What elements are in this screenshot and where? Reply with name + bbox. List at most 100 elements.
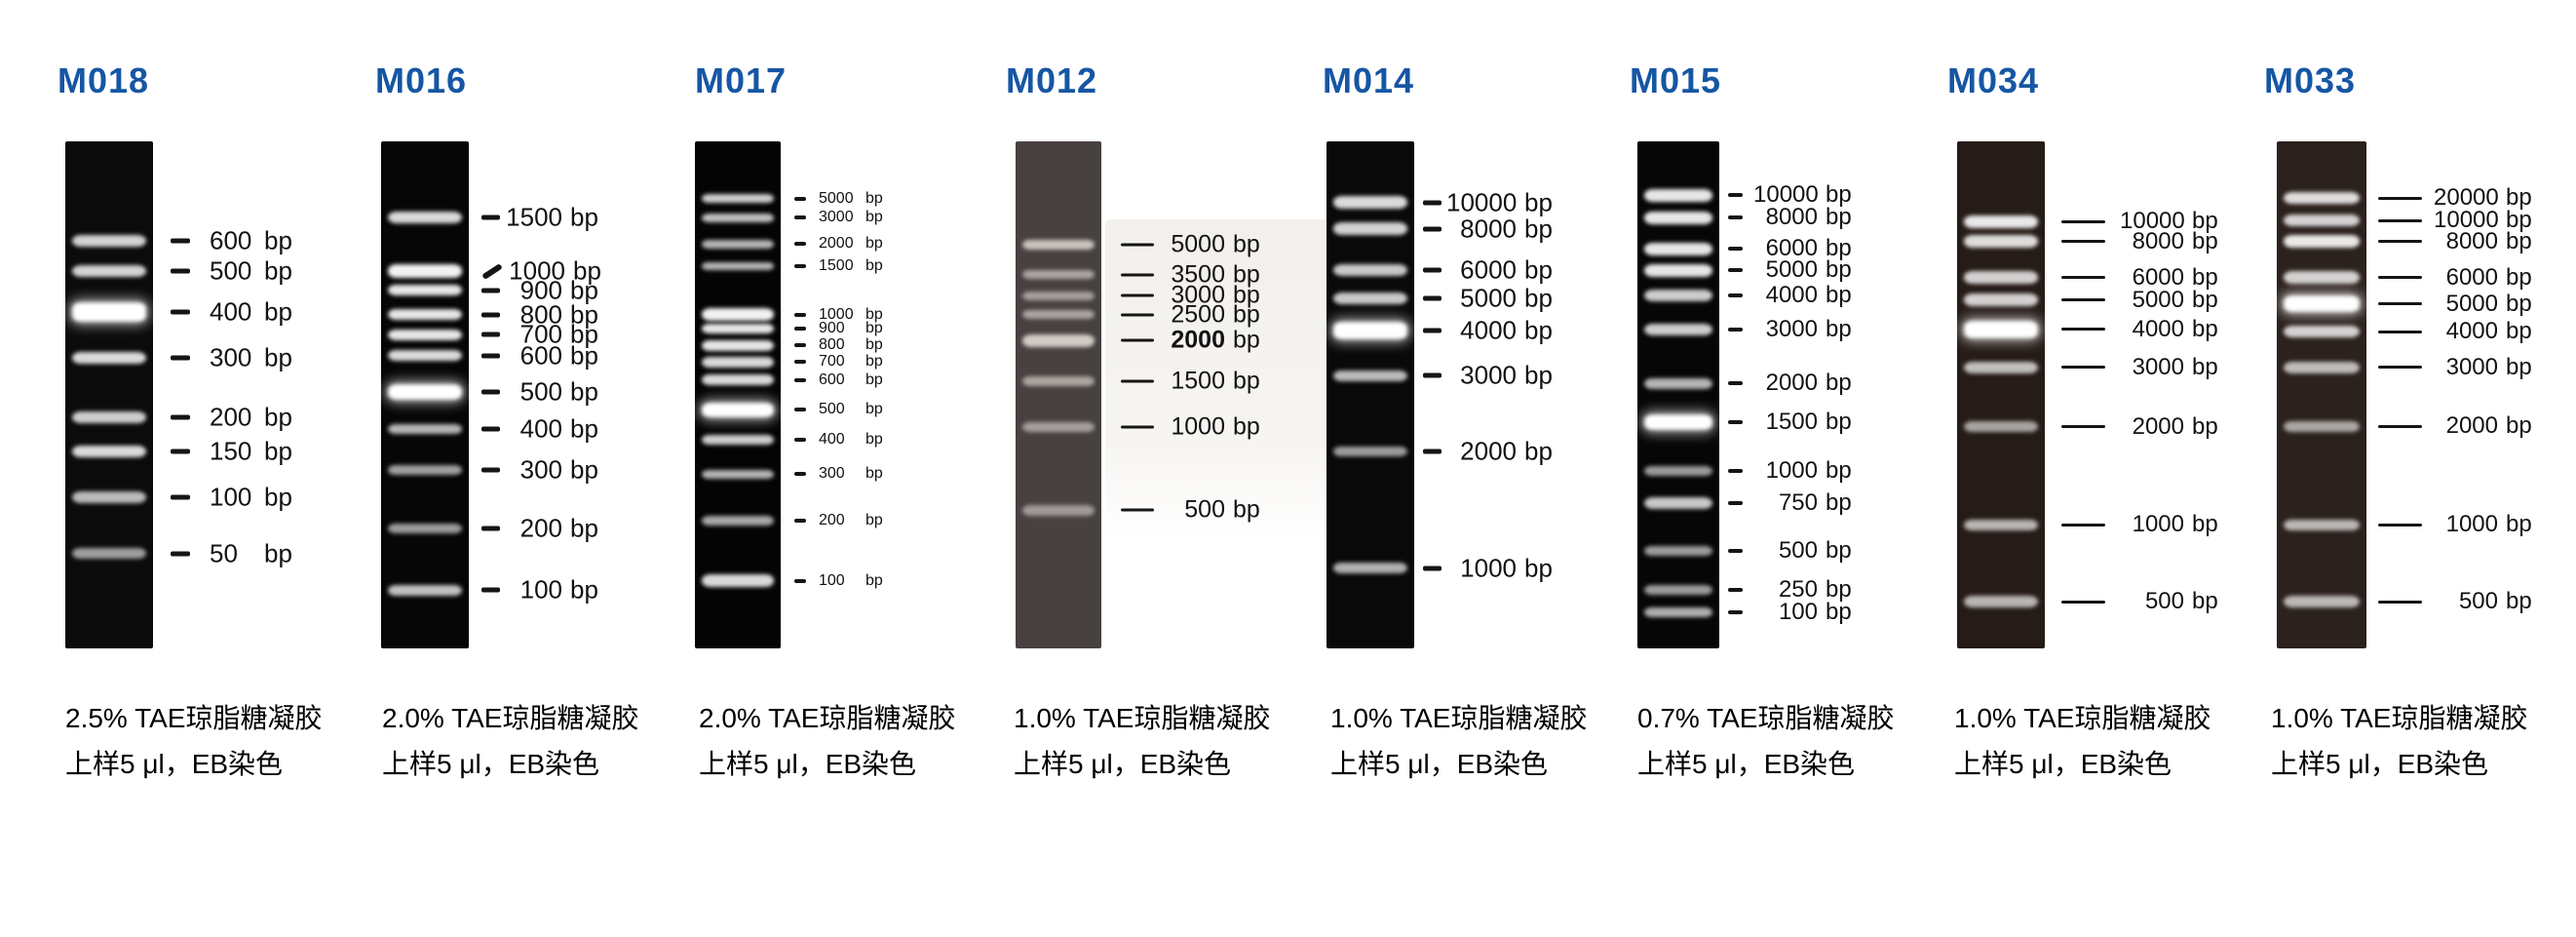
band-label: 1000 bp: [1121, 412, 1260, 441]
ladder-id-title: M033: [2264, 60, 2357, 100]
tick-mark: [171, 414, 190, 420]
tick-mark: [1423, 449, 1442, 454]
band-label: 5000 bp: [2061, 287, 2218, 314]
tick-mark: [2061, 600, 2105, 604]
band-size: 500: [2144, 588, 2184, 615]
band-unit: bp: [570, 340, 598, 371]
caption-loading: 上样5 μl，EB染色: [382, 749, 600, 779]
band-size: 5000: [819, 189, 854, 207]
tick-mark: [2378, 196, 2422, 200]
band-label: 1000 bp: [1728, 457, 1852, 485]
band-size: 500: [1778, 537, 1818, 565]
tick-mark: [2061, 219, 2105, 223]
dna-band: [1964, 215, 2038, 228]
band-label: 500 bp: [1121, 496, 1260, 525]
band-unit: bp: [2192, 315, 2218, 342]
band-label: 5000 bp: [2378, 291, 2532, 318]
band-label: 400 bp: [481, 413, 598, 444]
band-size: 6000: [2445, 263, 2498, 291]
caption-loading: 上样5 μl，EB染色: [699, 749, 917, 779]
tick-mark: [171, 268, 190, 274]
ladder-column: M018 600 bp 500 bp 400 bp 300 bp 200 bp 150 bp 100 bp…: [54, 0, 371, 937]
band-unit: bp: [1826, 256, 1852, 284]
band-size: 6000: [1765, 235, 1818, 262]
dna-band: [1964, 361, 2038, 373]
tick-mark: [481, 312, 500, 318]
dna-band: [1964, 271, 2038, 285]
dna-band: [702, 402, 774, 417]
band-label: 300 bp: [794, 465, 883, 483]
band-size: 400: [210, 296, 252, 327]
tick-mark: [171, 551, 190, 557]
band-label: 20000 bp: [2378, 184, 2532, 212]
dna-band: [72, 410, 146, 423]
band-label: 10000 bp: [1728, 181, 1852, 209]
gel-lane-image: [695, 141, 781, 648]
band-size: 900: [819, 319, 845, 336]
band-label: 8000 bp: [2378, 228, 2532, 255]
band-label: 10000 bp: [2061, 208, 2218, 235]
tick-mark: [2378, 330, 2422, 333]
ladder-id-title: M017: [695, 60, 788, 100]
tick-mark: [1728, 215, 1743, 219]
tick-mark: [1121, 243, 1154, 247]
tick-mark: [1423, 566, 1442, 571]
band-label: 2000 bp: [1423, 437, 1553, 467]
caption-loading: 上样5 μl，EB染色: [1330, 749, 1549, 779]
band-label: 2500 bp: [1121, 300, 1260, 329]
band-size: 200: [519, 513, 562, 543]
band-size: 3000: [1171, 281, 1225, 309]
dna-band: [702, 469, 774, 479]
band-size: 6000: [1460, 254, 1517, 285]
band-size: 600: [519, 340, 562, 371]
caption-loading: 上样5 μl，EB染色: [1637, 749, 1856, 779]
band-label: 1500 bp: [1121, 367, 1260, 395]
band-size: 2000: [2445, 412, 2498, 440]
tick-mark: [1728, 549, 1743, 554]
band-unit: bp: [1826, 537, 1852, 565]
band-size: 3500: [1171, 260, 1225, 289]
band-unit: bp: [1233, 260, 1260, 289]
band-unit: bp: [865, 209, 883, 225]
band-label: 900 bp: [481, 275, 598, 305]
dna-band: [1643, 242, 1713, 255]
band-size: 10000: [2120, 208, 2185, 235]
tick-mark: [2378, 240, 2422, 244]
band-size: 5000: [2132, 286, 2184, 313]
band-size: 150: [210, 436, 252, 466]
band-size: 700: [519, 319, 562, 349]
tick-mark: [1423, 200, 1442, 206]
band-size: 2000: [2132, 412, 2184, 440]
dna-band: [1964, 596, 2038, 608]
band-label: 700 bp: [794, 353, 883, 371]
band-unit: bp: [264, 538, 292, 568]
band-size: 900: [519, 275, 562, 305]
dna-band: [1022, 270, 1095, 280]
band-label: 3000 bp: [1728, 316, 1852, 343]
dna-band: [1333, 321, 1407, 339]
tick-mark: [1728, 293, 1743, 298]
band-size: 2000: [1765, 370, 1818, 397]
band-label: 1500 bp: [481, 203, 598, 233]
band-label: 50 bp: [171, 538, 292, 568]
tick-mark: [2378, 523, 2422, 527]
band-label: 500 bp: [1728, 537, 1852, 565]
dna-band: [388, 584, 462, 596]
tick-mark: [1423, 372, 1442, 378]
band-unit: bp: [1826, 576, 1852, 604]
band-label: 5000 bp: [1728, 256, 1852, 284]
tick-mark: [794, 215, 806, 219]
dna-band: [2284, 271, 2360, 285]
band-unit: bp: [865, 511, 883, 528]
tick-mark: [2061, 298, 2105, 302]
tick-mark: [481, 215, 500, 220]
band-label: 100 bp: [1728, 599, 1852, 626]
tick-mark: [2378, 366, 2422, 370]
band-unit: bp: [264, 296, 292, 327]
band-size: 3000: [2445, 353, 2498, 380]
tick-mark: [2378, 424, 2422, 428]
tick-mark: [1121, 508, 1154, 512]
band-label: 400 bp: [794, 431, 883, 449]
band-label: 1000 bp: [1423, 553, 1553, 583]
